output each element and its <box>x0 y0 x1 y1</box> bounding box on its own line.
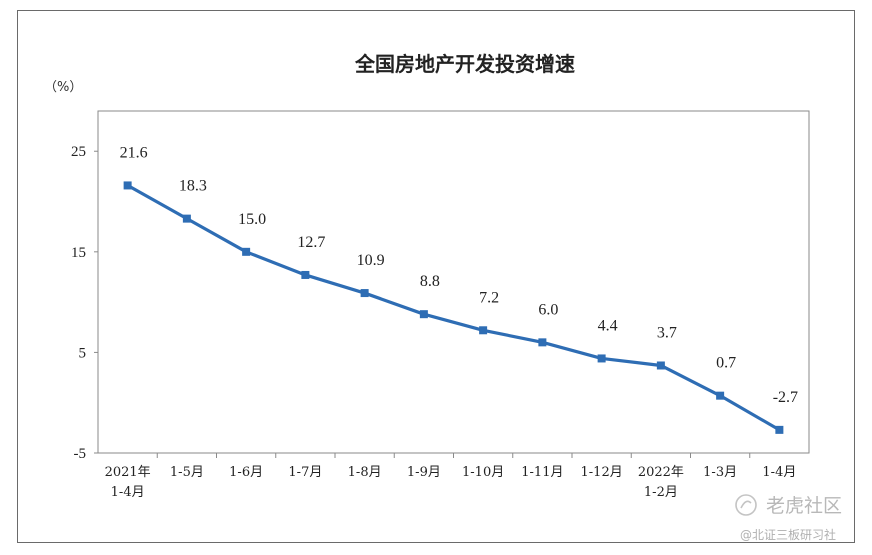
chart-title: 全国房地产开发投资增速 <box>354 52 575 76</box>
chart-frame <box>17 10 855 543</box>
data-labels: 21.6 18.3 15.0 12.7 10.9 8.8 7.2 6.0 4.4 3.7 0.7 -2… <box>120 144 798 405</box>
data-label: 4.4 <box>598 317 618 334</box>
x-tick-label: 1-11月 <box>521 465 563 480</box>
y-tick-label: 25 <box>71 144 86 160</box>
y-tick-label: -5 <box>74 446 87 462</box>
y-tick-label: 15 <box>71 245 86 261</box>
series-line <box>126 183 781 432</box>
data-point-marker <box>123 181 132 190</box>
data-point-marker <box>301 270 310 279</box>
series-polyline <box>126 183 781 432</box>
x-tick-label: 2021年 <box>105 465 151 480</box>
data-point-marker <box>538 338 547 347</box>
data-point-marker <box>775 425 784 434</box>
data-label: 10.9 <box>357 252 385 269</box>
data-label: 7.2 <box>479 289 499 306</box>
watermark-text: 老虎社区 <box>766 495 842 517</box>
y-tick-label: 5 <box>79 345 87 361</box>
x-tick-label: 1-4月 <box>111 485 145 500</box>
watermark-logo-icon <box>735 494 757 516</box>
y-axis-ticks: -5 5 15 25 <box>71 144 98 462</box>
watermark-subtext: @北证三板研习社 <box>740 527 836 542</box>
x-tick-label: 1-12月 <box>581 465 623 480</box>
data-label: 21.6 <box>120 144 148 161</box>
plot-area <box>97 110 810 454</box>
x-tick-label: 1-2月 <box>644 485 678 500</box>
data-label: 15.0 <box>238 211 266 228</box>
data-point-marker <box>656 361 665 370</box>
y-unit-label: （%） <box>44 80 82 95</box>
data-label: 18.3 <box>179 178 207 195</box>
data-label: -2.7 <box>773 389 798 406</box>
data-point-marker <box>242 247 251 256</box>
x-tick-label: 1-6月 <box>229 465 263 480</box>
watermark-logo-stroke <box>740 500 752 509</box>
data-point-marker <box>419 310 428 319</box>
data-label: 0.7 <box>716 355 736 372</box>
data-point-marker <box>597 354 606 363</box>
data-label: 8.8 <box>420 273 440 290</box>
data-point-marker <box>182 214 191 223</box>
data-point-marker <box>479 326 488 335</box>
data-point-marker <box>716 391 725 400</box>
series-markers <box>123 181 784 434</box>
x-tick-label: 1-7月 <box>288 465 322 480</box>
x-axis-ticks: 2021年 1-4月 1-5月 1-6月 1-7月 1-8月 1-9月 1-10月 1-11月 1… <box>105 453 796 500</box>
x-tick-label: 2022年 <box>638 465 684 480</box>
data-point-marker <box>360 289 369 298</box>
x-tick-label: 1-5月 <box>170 465 204 480</box>
x-tick-label: 1-9月 <box>407 465 441 480</box>
data-label: 3.7 <box>657 324 677 341</box>
x-tick-label: 1-4月 <box>762 465 796 480</box>
data-label: 6.0 <box>538 301 558 318</box>
x-tick-label: 1-8月 <box>348 465 382 480</box>
x-tick-label: 1-3月 <box>703 465 737 480</box>
x-tick-label: 1-10月 <box>462 465 504 480</box>
watermark: 老虎社区 @北证三板研习社 <box>735 494 842 542</box>
data-label: 12.7 <box>297 234 325 251</box>
